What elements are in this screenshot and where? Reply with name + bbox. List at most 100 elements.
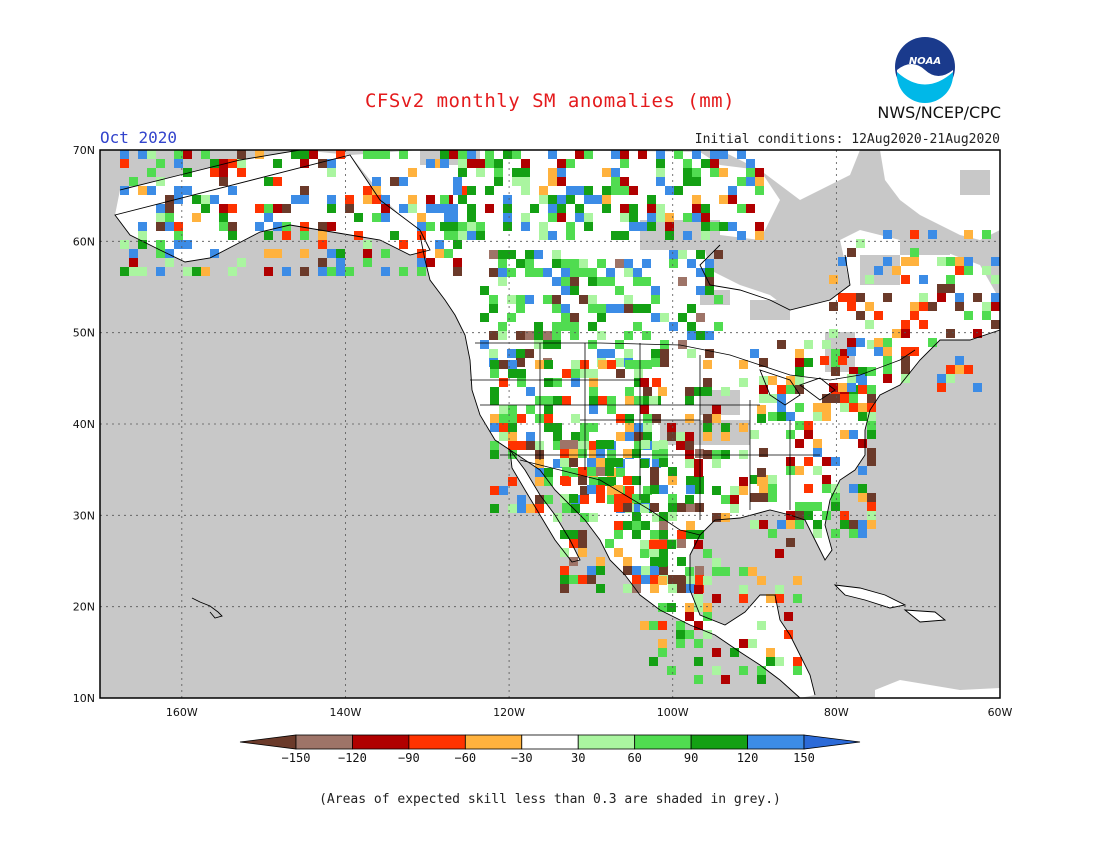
anomaly-cell: [678, 313, 687, 322]
anomaly-cell: [623, 494, 632, 503]
latitude-label: 60N: [73, 235, 95, 248]
anomaly-cell: [561, 268, 570, 277]
anomaly-cell: [521, 213, 530, 222]
anomaly-cell: [535, 504, 544, 513]
anomaly-cell: [795, 349, 804, 358]
anomaly-cell: [417, 213, 426, 222]
anomaly-cell: [614, 548, 623, 557]
anomaly-cell: [883, 347, 892, 356]
anomaly-cell: [467, 222, 476, 231]
anomaly-cell: [503, 204, 512, 213]
anomaly-cell: [138, 186, 147, 195]
anomaly-cell: [560, 494, 569, 503]
anomaly-cell: [228, 159, 237, 168]
anomaly-cell: [490, 387, 499, 396]
anomaly-cell: [597, 331, 606, 340]
anomaly-cell: [874, 266, 883, 275]
anomaly-cell: [694, 540, 703, 549]
anomaly-cell: [435, 249, 444, 258]
anomaly-cell: [535, 459, 544, 468]
anomaly-cell: [795, 385, 804, 394]
anomaly-cell: [548, 168, 557, 177]
anomaly-cell: [829, 329, 838, 338]
anomaly-cell: [687, 322, 696, 331]
anomaly-cell: [625, 414, 634, 423]
colorbar-tick-label: −30: [511, 751, 533, 765]
anomaly-cell: [858, 439, 867, 448]
anomaly-cell: [462, 186, 471, 195]
anomaly-cell: [521, 177, 530, 186]
anomaly-cell: [354, 231, 363, 240]
anomaly-cell: [620, 213, 629, 222]
anomaly-cell: [739, 585, 748, 594]
anomaly-cell: [759, 520, 768, 529]
anomaly-cell: [625, 432, 634, 441]
anomaly-cell: [596, 566, 605, 575]
anomaly-cell: [539, 222, 548, 231]
anomaly-cell: [623, 503, 632, 512]
anomaly-cell: [318, 240, 327, 249]
anomaly-cell: [453, 177, 462, 186]
anomaly-cell: [570, 313, 579, 322]
anomaly-cell: [508, 360, 517, 369]
anomaly-cell: [579, 259, 588, 268]
anomaly-cell: [858, 520, 867, 529]
anomaly-cell: [901, 275, 910, 284]
latitude-label: 70N: [73, 144, 95, 157]
anomaly-cell: [641, 566, 650, 575]
anomaly-cell: [658, 648, 667, 657]
anomaly-cell: [569, 575, 578, 584]
anomaly-cell: [578, 575, 587, 584]
anomaly-cell: [829, 302, 838, 311]
anomaly-cell: [991, 320, 1000, 329]
anomaly-cell: [183, 240, 192, 249]
anomaly-cell: [624, 349, 633, 358]
anomaly-cell: [580, 495, 589, 504]
anomaly-cell: [571, 432, 580, 441]
anomaly-cell: [607, 405, 616, 414]
anomaly-cell: [467, 231, 476, 240]
anomaly-cell: [721, 513, 730, 522]
anomaly-cell: [490, 423, 499, 432]
us-mexico-border: [519, 459, 701, 536]
anomaly-cell: [566, 186, 575, 195]
anomaly-cell: [652, 441, 661, 450]
anomaly-cell: [417, 258, 426, 267]
anomaly-cell: [964, 365, 973, 374]
anomaly-cell: [607, 396, 616, 405]
anomaly-cell: [867, 412, 876, 421]
anomaly-cell: [237, 150, 246, 159]
anomaly-cell: [804, 430, 813, 439]
anomaly-cell: [449, 213, 458, 222]
anomaly-cell: [552, 259, 561, 268]
anomaly-cell: [656, 150, 665, 159]
anomaly-cell: [282, 231, 291, 240]
anomaly-cell: [578, 476, 587, 485]
anomaly-cell: [804, 484, 813, 493]
anomaly-cell: [255, 150, 264, 159]
anomaly-cell: [552, 340, 561, 349]
anomaly-cell: [669, 250, 678, 259]
anomaly-cell: [300, 267, 309, 276]
anomaly-cell: [399, 240, 408, 249]
anomaly-cell: [750, 520, 759, 529]
anomaly-cell: [804, 340, 813, 349]
anomaly-cell: [674, 150, 683, 159]
anomaly-cell: [548, 204, 557, 213]
anomaly-cell: [831, 367, 840, 376]
anomaly-cell: [632, 494, 641, 503]
anomaly-cell: [535, 468, 544, 477]
anomaly-cell: [435, 159, 444, 168]
anomaly-cell: [910, 302, 919, 311]
anomaly-cell: [665, 213, 674, 222]
anomaly-cell: [544, 423, 553, 432]
anomaly-cell: [858, 385, 867, 394]
anomaly-cell: [498, 277, 507, 286]
anomaly-cell: [476, 168, 485, 177]
anomaly-cell: [659, 458, 668, 467]
anomaly-cell: [634, 396, 643, 405]
anomaly-cell: [553, 432, 562, 441]
latitude-label: 50N: [73, 327, 95, 340]
anomaly-cell: [580, 432, 589, 441]
